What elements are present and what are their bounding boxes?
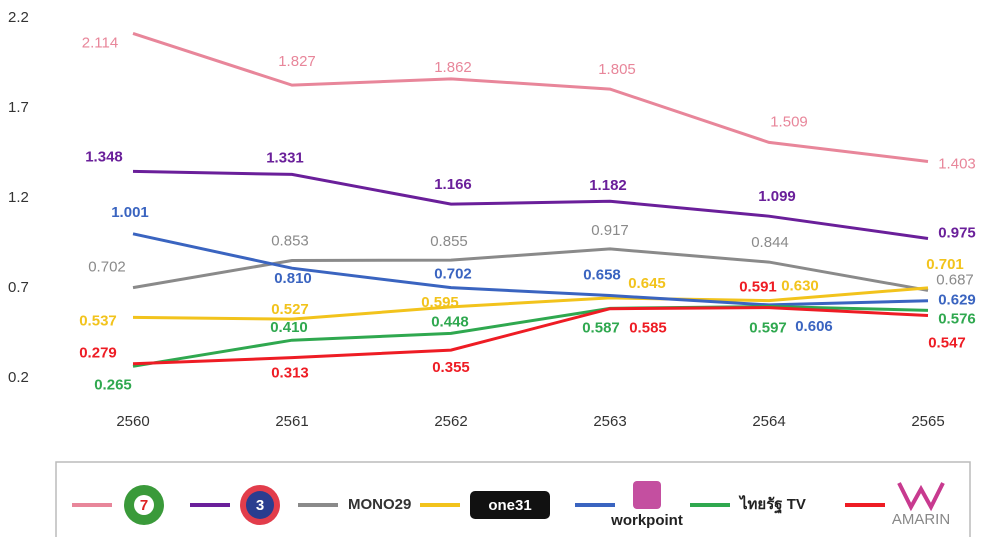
data-label: 1.403: [938, 155, 976, 172]
y-tick-label: 0.2: [8, 369, 29, 386]
legend-label: one31: [488, 497, 531, 514]
x-tick-label: 2564: [752, 413, 785, 430]
x-tick-label: 2565: [911, 413, 944, 430]
series-line: [132, 232, 929, 307]
data-label: 0.606: [795, 318, 833, 335]
data-label: 0.855: [430, 233, 468, 250]
data-label: 0.265: [94, 376, 132, 393]
legend-label: ไทยรัฐ TV: [738, 494, 806, 514]
data-label: 0.645: [628, 275, 666, 292]
data-label: 0.701: [926, 256, 964, 273]
series-line: [132, 32, 929, 163]
data-label: 0.547: [928, 335, 966, 352]
series-line: [132, 306, 929, 366]
legend-label: AMARIN: [892, 511, 950, 528]
data-label: 0.702: [434, 266, 472, 283]
data-label: 0.629: [938, 292, 976, 309]
data-label: 0.355: [432, 359, 470, 376]
series-line: [132, 305, 929, 368]
legend-logo: [470, 491, 550, 519]
data-label: 0.853: [271, 232, 309, 249]
data-label: 1.331: [266, 149, 304, 166]
data-label: 0.410: [270, 319, 308, 336]
data-label: 0.591: [739, 279, 777, 296]
data-label: 1.001: [111, 204, 149, 221]
data-label: 0.597: [749, 320, 787, 337]
legend-label: workpoint: [610, 512, 683, 529]
legend-logo: [897, 482, 945, 512]
series-line: [132, 169, 929, 240]
data-label: 1.509: [770, 113, 808, 130]
y-tick-label: 1.2: [8, 189, 29, 206]
data-label: 1.862: [434, 59, 472, 76]
data-label: 1.166: [434, 176, 472, 193]
data-label: 0.917: [591, 222, 629, 239]
data-label: 1.805: [598, 61, 636, 78]
legend-logo: [246, 491, 274, 519]
data-label: 0.658: [583, 267, 621, 284]
legend-label: MONO29: [348, 496, 411, 513]
data-label: 0.527: [271, 301, 309, 318]
y-tick-label: 0.7: [8, 279, 29, 296]
data-label: 0.576: [938, 310, 976, 327]
data-label: 0.537: [79, 312, 117, 329]
data-label: 0.844: [751, 234, 789, 251]
legend-label: 7: [140, 497, 148, 514]
data-label: 0.702: [88, 259, 126, 276]
x-tick-label: 2562: [434, 413, 467, 430]
data-label: 1.348: [85, 148, 123, 165]
series-line: [132, 286, 929, 321]
data-label: 1.182: [589, 177, 627, 194]
x-tick-label: 2560: [116, 413, 149, 430]
data-label: 0.279: [79, 345, 117, 362]
data-label: 0.595: [421, 294, 459, 311]
data-label: 0.313: [271, 365, 309, 382]
data-label: 0.448: [431, 313, 469, 330]
data-label: 0.630: [781, 278, 819, 295]
series-line: [132, 247, 929, 292]
y-tick-label: 1.7: [8, 99, 29, 116]
legend-label: 3: [256, 497, 264, 514]
x-tick-label: 2561: [275, 413, 308, 430]
data-label: 2.114: [82, 34, 118, 51]
x-tick-label: 2563: [593, 413, 626, 430]
data-label: 0.587: [582, 319, 620, 336]
legend-logo: [134, 495, 154, 515]
data-label: 1.099: [758, 188, 796, 205]
legend-box: [55, 461, 971, 537]
data-label: 0.585: [629, 320, 667, 337]
y-tick-label: 2.2: [8, 9, 29, 26]
data-label: 1.827: [278, 53, 316, 70]
data-label: 0.810: [274, 270, 312, 287]
data-label: 0.687: [936, 271, 974, 288]
legend-logo: [633, 481, 661, 509]
data-label: 0.975: [938, 224, 976, 241]
